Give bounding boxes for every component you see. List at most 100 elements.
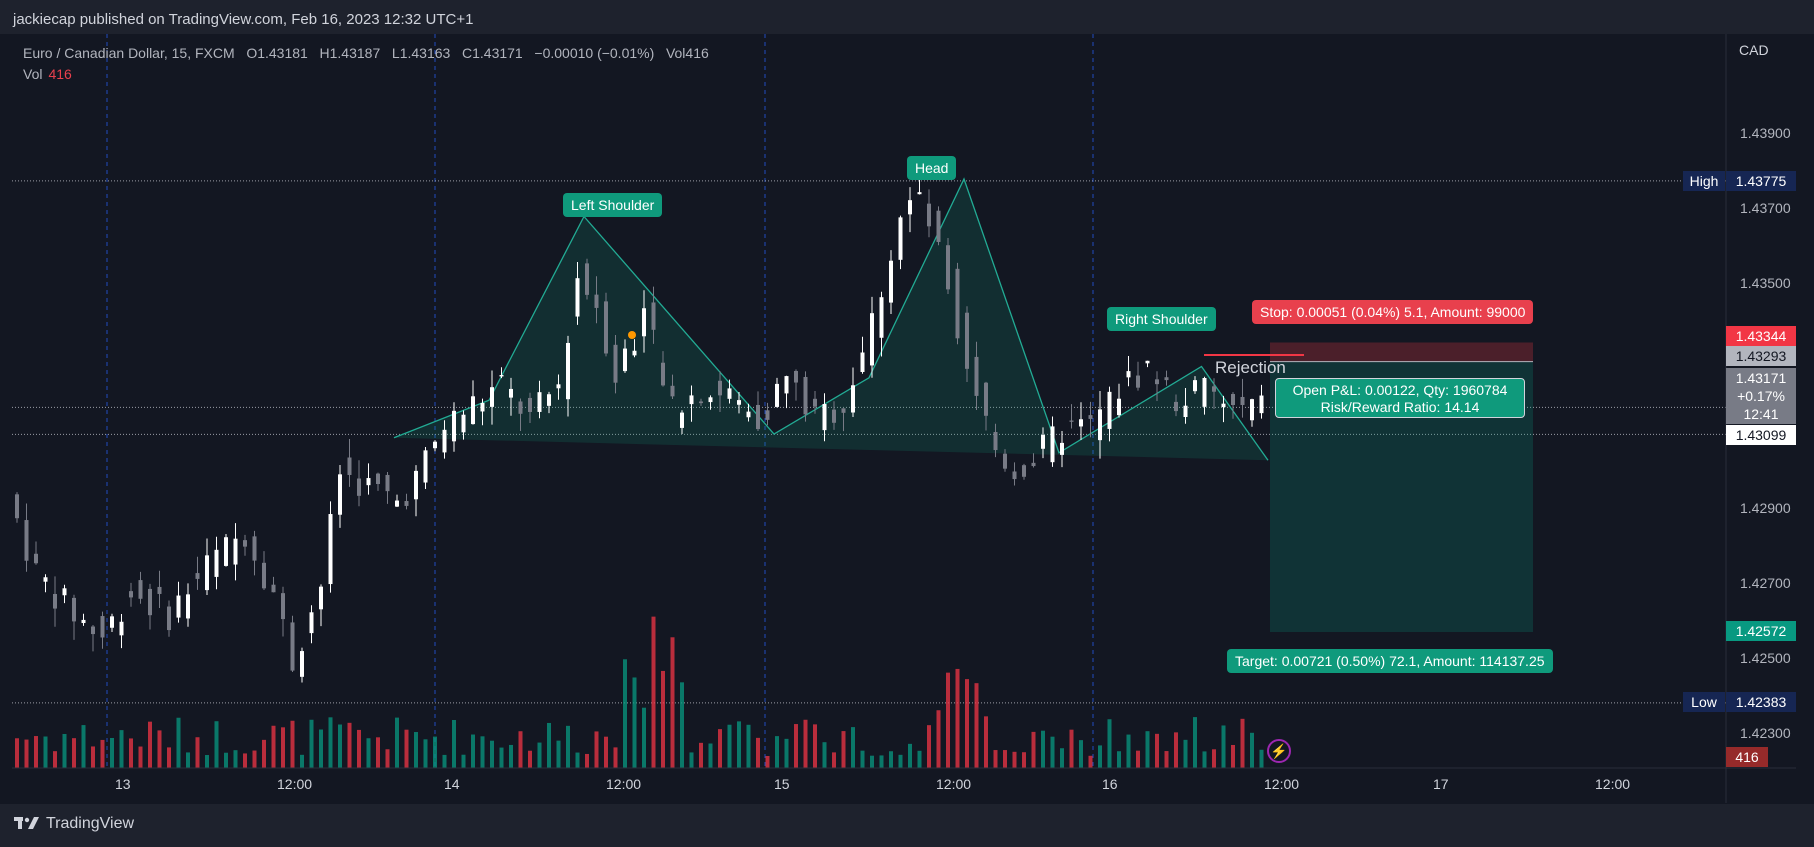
lightning-icon[interactable]: ⚡ xyxy=(1267,739,1291,763)
candle-body xyxy=(1212,386,1216,392)
open-pnl-text: Open P&L: 0.00122, Qty: 1960784 xyxy=(1292,382,1508,398)
volume-bar xyxy=(813,724,817,768)
volume-bar xyxy=(442,754,447,768)
volume-bar xyxy=(708,743,713,768)
current-price: 1.43171 xyxy=(1735,370,1787,386)
candle-body xyxy=(100,616,105,638)
candle-body xyxy=(186,594,190,619)
volume-bar xyxy=(24,739,29,768)
candle-body xyxy=(176,595,181,618)
volume-bar xyxy=(480,736,485,768)
x-tick-label: 14 xyxy=(444,776,460,792)
x-tick-label: 15 xyxy=(774,776,790,792)
candlesticks xyxy=(15,178,1264,683)
volume-bar xyxy=(100,739,105,768)
candle-body xyxy=(309,612,314,634)
vol-label: Vol xyxy=(665,45,686,61)
volume-legend-value: 416 xyxy=(48,66,72,82)
target-price-tag: 1.42572 xyxy=(1726,621,1796,641)
candle-body xyxy=(756,404,760,430)
volume-bar xyxy=(1240,718,1245,768)
volume-bar xyxy=(1098,745,1102,768)
stop-label[interactable]: Stop: 0.00051 (0.04%) 5.1, Amount: 99000 xyxy=(1252,300,1534,324)
volume-bar xyxy=(1136,750,1140,768)
candle-body xyxy=(585,263,589,295)
volume-bar xyxy=(718,729,722,768)
candle-body xyxy=(604,301,608,354)
open-label: O xyxy=(246,45,258,61)
current-price-tag: 1.43171 +0.17% 12:41 xyxy=(1726,368,1796,424)
volume-bar xyxy=(62,733,67,768)
candle-body xyxy=(195,573,200,579)
low-price-tag: 1.42383 xyxy=(1726,692,1796,712)
candle-body xyxy=(1031,462,1036,467)
volume-bar xyxy=(1107,719,1112,768)
x-tick-label: 12:00 xyxy=(1595,776,1631,792)
candle-body xyxy=(813,398,817,407)
open-pnl-box[interactable]: Open P&L: 0.00122, Qty: 1960784 Risk/Rew… xyxy=(1275,378,1525,418)
volume-bar xyxy=(746,724,751,768)
candle-body xyxy=(452,410,456,442)
x-tick-label: 12:00 xyxy=(1264,776,1300,792)
head-label[interactable]: Head xyxy=(907,156,957,180)
candle-body xyxy=(984,382,988,416)
symbol-legend[interactable]: Euro / Canadian Dollar, 15, FXCM O1.4318… xyxy=(23,45,709,61)
candle-body xyxy=(670,385,675,397)
volume-bar xyxy=(1050,736,1055,768)
volume-bar xyxy=(167,747,171,768)
candle-body xyxy=(281,593,285,620)
neckline-price-tag: 1.43099 xyxy=(1726,425,1796,445)
volume-bar xyxy=(423,739,428,768)
x-tick-label: 12:00 xyxy=(936,776,972,792)
candle-body xyxy=(110,616,114,628)
candle-body xyxy=(822,404,827,431)
volume-bar xyxy=(974,683,979,768)
candle-body xyxy=(442,429,447,453)
candle-body xyxy=(1041,434,1045,449)
volume-bar xyxy=(34,736,38,768)
volume-bar xyxy=(1031,731,1036,768)
candle-body xyxy=(746,411,751,418)
volume-bar xyxy=(537,742,542,768)
stop-zone xyxy=(1270,342,1533,362)
volume-bar xyxy=(195,737,200,768)
volume-bar xyxy=(870,755,874,768)
volume-bar xyxy=(1003,750,1007,768)
volume-bar xyxy=(300,754,304,768)
volume-bar xyxy=(623,659,627,768)
volume-bar xyxy=(822,742,827,768)
right-shoulder-label[interactable]: Right Shoulder xyxy=(1107,307,1216,331)
risk-reward-text: Risk/Reward Ratio: 14.14 xyxy=(1320,399,1480,415)
volume-bar xyxy=(53,751,57,768)
volume-bar xyxy=(205,755,209,768)
candle-body xyxy=(404,501,409,506)
rejection-label[interactable]: Rejection xyxy=(1215,358,1286,377)
candle-body xyxy=(1088,415,1093,419)
volume-bar xyxy=(233,750,238,768)
candle-body xyxy=(794,370,798,383)
volume-bar xyxy=(262,739,266,768)
volume-legend[interactable]: Vol 416 xyxy=(23,66,72,82)
candle-body xyxy=(319,586,323,610)
candle-body xyxy=(613,344,618,383)
target-label[interactable]: Target: 0.00721 (0.50%) 72.1, Amount: 11… xyxy=(1227,649,1553,673)
volume-bar xyxy=(1022,752,1026,768)
current-change: +0.17% xyxy=(1737,388,1785,404)
left-shoulder-label[interactable]: Left Shoulder xyxy=(563,193,663,217)
volume-bar xyxy=(319,729,323,768)
candle-body xyxy=(1003,453,1007,469)
candle-body xyxy=(1136,375,1140,388)
candle-body xyxy=(1221,403,1226,408)
volume-bar xyxy=(461,754,466,768)
candle-body xyxy=(338,474,342,515)
open-value: 1.43181 xyxy=(257,45,308,61)
candle-body xyxy=(566,342,570,400)
volume-bar xyxy=(243,753,247,768)
candle-body xyxy=(81,619,86,624)
candle-body xyxy=(328,514,333,585)
volume-bar xyxy=(1202,751,1207,768)
candle-body xyxy=(908,200,912,215)
day-separators xyxy=(106,34,1094,768)
candle-body xyxy=(708,397,713,403)
